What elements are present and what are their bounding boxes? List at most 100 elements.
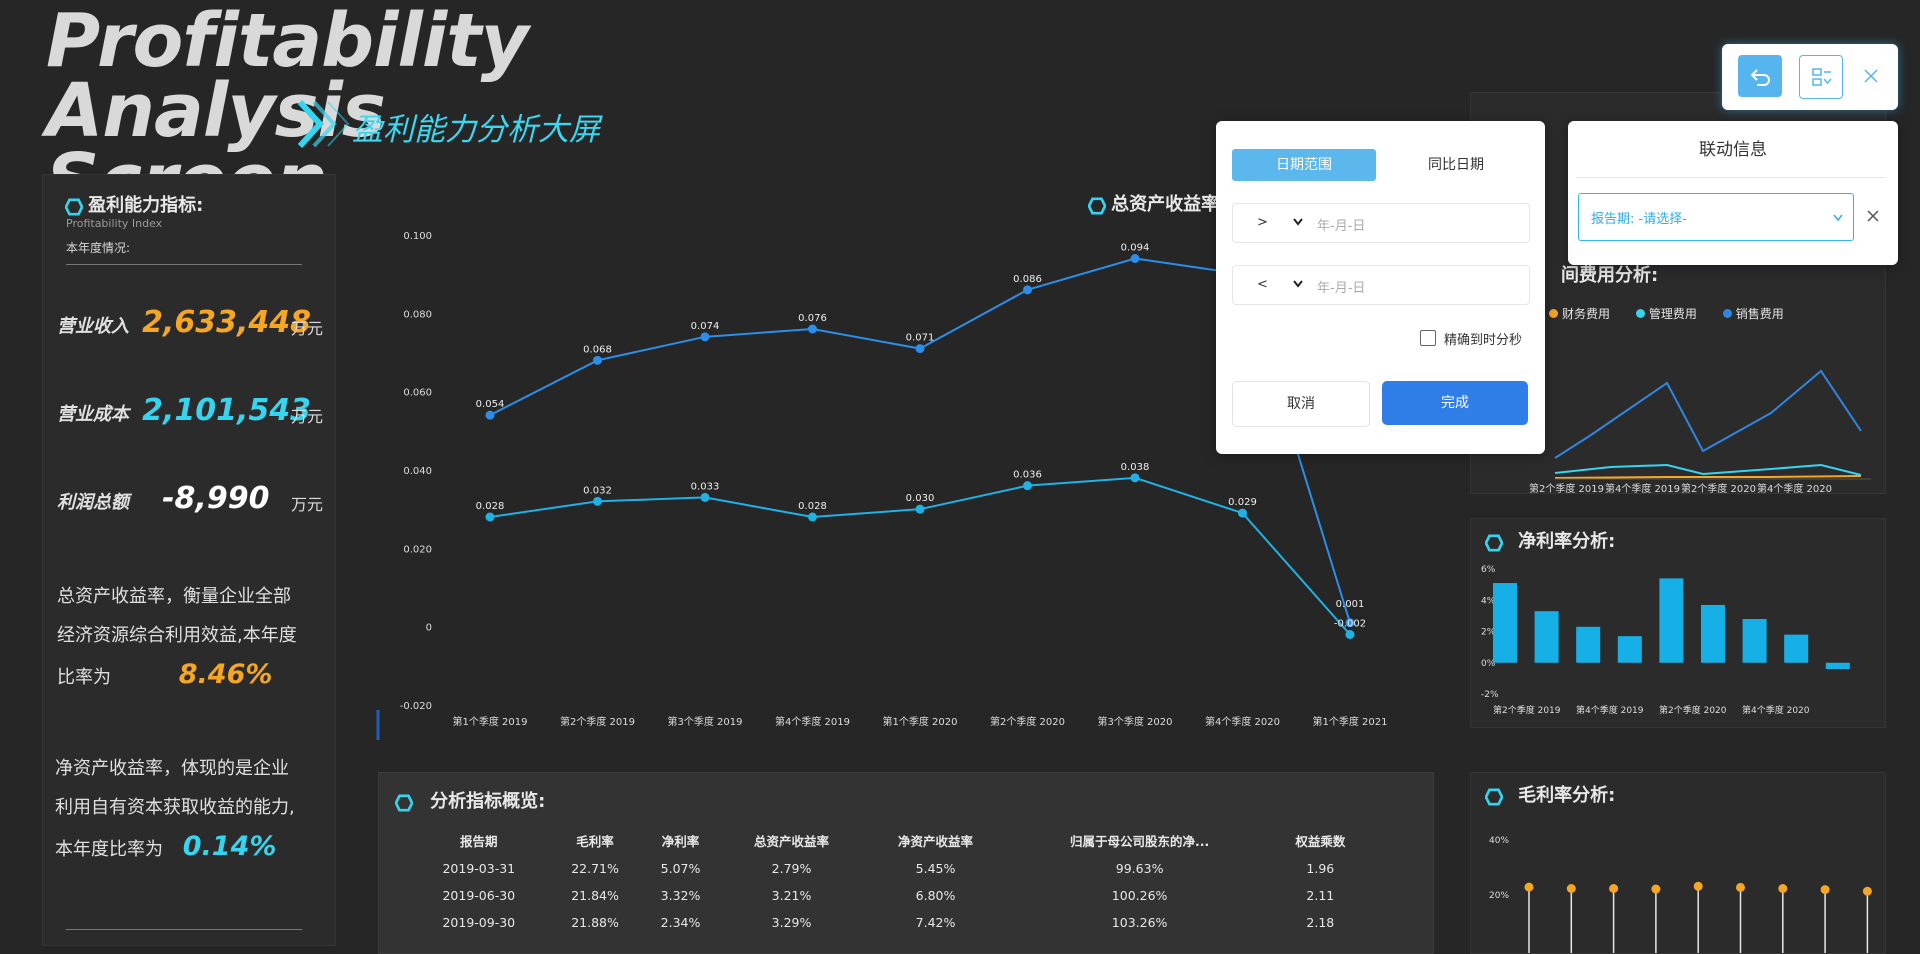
- table-cell: 21.84%: [571, 888, 619, 903]
- expense-x-tick: 第2个季度 2020: [1681, 482, 1756, 493]
- net-margin-header: 净利率分析:: [1485, 527, 1615, 553]
- x-tick-label: 第3个季度 2020: [1098, 715, 1173, 728]
- gross-margin-chart: 40% 20%: [1489, 836, 1872, 953]
- y-tick-label: -2%: [1481, 690, 1499, 700]
- roa-value: 8.46%: [178, 659, 273, 690]
- clear-close-icon[interactable]: [1866, 209, 1880, 223]
- tab-date-range[interactable]: 日期范围: [1232, 149, 1376, 181]
- table-row: 2019-09-30 21.88% 2.34% 3.29% 7.42% 103.26% 2.…: [409, 909, 1369, 936]
- net-margin-panel: 净利率分析: 6% 4% 2% 0% -2% 第2个季度 2019 第4个季度 2019 第2…: [1470, 518, 1886, 728]
- gross-margin-title: 毛利率分析:: [1518, 785, 1616, 806]
- tab-compare-date[interactable]: 同比日期: [1428, 157, 1484, 173]
- bar: [1742, 619, 1767, 663]
- cancel-button[interactable]: 取消: [1232, 381, 1370, 427]
- divider: [1576, 177, 1886, 178]
- confirm-button[interactable]: 完成: [1382, 381, 1528, 425]
- table-cell: 3.32%: [660, 888, 701, 903]
- data-point: [700, 332, 710, 342]
- report-period-select[interactable]: 报告期: -请选择-: [1578, 193, 1854, 241]
- roa-line-text: 比率为: [57, 667, 111, 688]
- lollipop-point: [1736, 882, 1745, 892]
- data-label: 0.028: [798, 501, 827, 512]
- roa-line-chart: 0.100 0.080 0.060 0.040 0.020 0 -0.020 第1个季度 20…: [376, 231, 1388, 740]
- hero-subtitle: 盈利能力分析大屏: [352, 112, 600, 148]
- data-point: [1130, 473, 1140, 483]
- table-cell: 100.26%: [1111, 888, 1168, 903]
- x-tick-label: 第3个季度 2019: [668, 715, 743, 728]
- data-point: [808, 324, 817, 334]
- bar: [1825, 662, 1850, 669]
- x-tick-label: 第4个季度 2020: [1742, 704, 1810, 716]
- chevron-down-icon[interactable]: [1293, 218, 1303, 226]
- main-chart-title: 总资产收益率: [1111, 194, 1220, 215]
- y-tick-label: 0.100: [403, 231, 432, 242]
- data-point: [593, 496, 602, 506]
- data-label: 0.086: [1013, 274, 1042, 285]
- chevron-down-icon: [1833, 214, 1843, 222]
- data-point: [1130, 254, 1140, 263]
- roe-value: 0.14%: [182, 831, 277, 862]
- table-cell: 1.96: [1306, 861, 1335, 876]
- data-point: [485, 410, 495, 420]
- operator-select[interactable]: <: [1257, 277, 1268, 292]
- data-point: [1345, 630, 1355, 639]
- lollipop-point: [1693, 881, 1703, 891]
- legend-label: 管理费用: [1648, 307, 1697, 321]
- table-cell: 2.11: [1306, 888, 1335, 903]
- kpi-revenue: 营业收入 2,633,448 万元: [57, 305, 327, 340]
- chevron-down-icon[interactable]: [1293, 280, 1303, 288]
- table-header-row: 报告期 毛利率 净利率 总资产收益率 净资产收益率 归属于母公司股东的净... 权益乘数: [409, 825, 1369, 855]
- hero-title-line1: Profitability Analysis: [46, 0, 529, 154]
- left-panel: 盈利能力指标: Profitability Index 本年度情况: 营业收入 …: [42, 174, 336, 946]
- table-cell: 99.63%: [1115, 861, 1164, 876]
- data-point: [1238, 508, 1247, 518]
- y-tick-label: 0.060: [403, 388, 432, 399]
- legend-item: 销售费用: [1722, 307, 1784, 321]
- top-toolbar: [1722, 44, 1898, 110]
- undo-button[interactable]: [1738, 55, 1782, 97]
- divider: [66, 264, 302, 265]
- divider: [66, 929, 302, 930]
- data-label: 0.074: [691, 321, 720, 332]
- lollipop-point: [1651, 884, 1661, 894]
- year-note: 本年度情况:: [66, 241, 131, 255]
- expense-line-chart: 0 第2个季度 2019 第4个季度 2019 第2个季度 2020 第4个季度…: [1529, 369, 1871, 493]
- net-margin-title: 净利率分析:: [1518, 531, 1616, 552]
- date-input[interactable]: 年-月-日: [1317, 219, 1366, 234]
- net-margin-bar-chart: 6% 4% 2% 0% -2% 第2个季度 2019 第4个季度 2019 第2个季度 202…: [1481, 565, 1850, 716]
- roe-line: 本年度比率为 0.14%: [55, 827, 327, 869]
- roa-description: 总资产收益率，衡量企业全部 经济资源综合利用效益,本年度 比率为 8.46%: [57, 577, 327, 697]
- y-tick-label: 2%: [1481, 628, 1496, 638]
- kpi-value: 2,633,448: [142, 305, 312, 340]
- data-label: 0.030: [906, 493, 935, 504]
- legend-dot: [1549, 309, 1558, 318]
- hexagon-icon: [395, 793, 413, 812]
- table-cell: 2019-03-31: [442, 861, 516, 876]
- data-label: 0.029: [1228, 497, 1257, 508]
- hexagon-icon: [1088, 196, 1106, 215]
- table-header-cell: 报告期: [460, 833, 498, 849]
- close-icon[interactable]: [1864, 69, 1878, 83]
- date-input[interactable]: 年-月-日: [1317, 281, 1366, 296]
- gross-margin-header: 毛利率分析:: [1485, 781, 1615, 807]
- data-label: 0.054: [476, 399, 505, 410]
- kpi-value: 2,101,543: [142, 393, 312, 428]
- legend-label: 销售费用: [1735, 307, 1784, 321]
- left-panel-subtitle: Profitability Index: [66, 217, 163, 230]
- hexagon-icon: [1485, 533, 1503, 552]
- start-date-field: > 年-月-日: [1232, 203, 1530, 243]
- x-tick-label: 第4个季度 2019: [775, 715, 850, 728]
- kpi-label: 营业收入: [57, 316, 129, 337]
- roe-line-text: 本年度比率为: [55, 839, 163, 860]
- operator-select[interactable]: >: [1257, 215, 1268, 230]
- precise-time-checkbox[interactable]: [1420, 330, 1436, 346]
- table-cell: 2.34%: [660, 915, 701, 930]
- table-cell: 5.07%: [660, 861, 701, 876]
- table-cell: 2019-06-30: [442, 888, 516, 903]
- bar: [1576, 626, 1601, 663]
- roa-line: 经济资源综合利用效益,本年度: [57, 625, 297, 646]
- expense-legend: 财务费用 管理费用 销售费用: [1549, 305, 1784, 322]
- lollipop-point: [1524, 882, 1534, 892]
- roe-line: 利用自有资本获取收益的能力,: [55, 797, 295, 818]
- filter-button[interactable]: [1799, 55, 1843, 99]
